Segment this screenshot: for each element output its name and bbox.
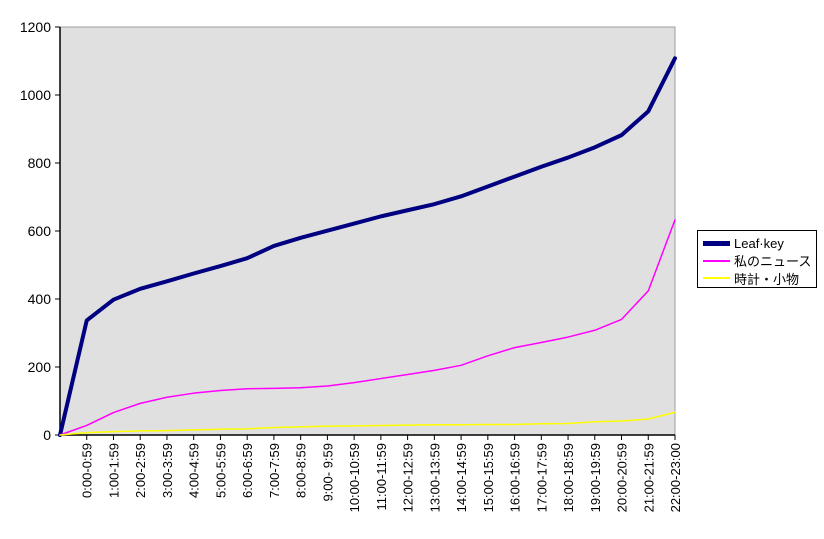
plot-area [59, 26, 676, 436]
legend-label-my-news: 私のニュース [734, 254, 812, 270]
x-axis-tick-label: 2:00-2:59 [133, 443, 148, 498]
x-axis-tick-label: 21:00-21:59 [641, 443, 656, 512]
legend-line-sample-my-news [703, 259, 730, 262]
legend-item-my-news: 私のニュース [703, 252, 814, 269]
y-axis-tick-label: 0 [43, 427, 51, 443]
x-axis-tick-label: 17:00-17:59 [534, 443, 549, 512]
legend-item-leaf-key: Leaf·key [703, 235, 814, 252]
legend-line-sample-watches-goods [703, 277, 730, 280]
x-axis-tick-label: 1:00-1:59 [106, 443, 121, 498]
x-axis-tick-label: 5:00-5:59 [213, 443, 228, 498]
x-axis-tick-label: 20:00-20:59 [615, 443, 630, 512]
x-axis-tick-label: 8:00-8:59 [294, 443, 309, 498]
legend-label-watches-goods: 時計・小物 [734, 271, 800, 287]
y-axis-tick-label: 1000 [20, 87, 51, 103]
legend: Leaf·key 私のニュース 時計・小物 [697, 230, 817, 288]
series-line-1 [59, 219, 676, 436]
series-line-0 [58, 56, 677, 437]
x-axis-tick-label: 10:00-10:59 [347, 443, 362, 512]
x-axis-tick-label: 16:00-16:59 [508, 443, 523, 512]
legend-line-sample-leaf-key [703, 241, 730, 247]
legend-label-leaf-key: Leaf·key [734, 236, 784, 252]
y-axis-tick-label: 400 [28, 291, 52, 307]
x-axis-tick-label: 12:00-12:59 [401, 443, 416, 512]
x-axis-tick-label: 3:00-3:59 [160, 443, 175, 498]
x-axis-tick-label: 11:00-11:59 [374, 443, 389, 510]
y-axis-tick-label: 800 [28, 155, 52, 171]
y-axis-tick-label: 1200 [20, 19, 51, 35]
x-axis-tick-label: 0:00-0:59 [80, 443, 95, 498]
x-axis-tick-label: 19:00-19:59 [588, 443, 603, 512]
legend-item-watches-goods: 時計・小物 [703, 270, 814, 287]
x-axis-tick-label: 13:00-13:59 [427, 443, 442, 512]
y-axis-tick-label: 200 [28, 359, 52, 375]
series-line-2 [59, 411, 676, 436]
x-axis-tick-label: 4:00-4:59 [187, 443, 202, 498]
y-axis-tick-label: 600 [28, 223, 52, 239]
x-axis-tick-label: 18:00-18:59 [561, 443, 576, 512]
x-axis-tick-label: 9:00- 9:59 [320, 443, 335, 502]
x-axis-tick-label: 14:00-14:59 [454, 443, 469, 512]
x-axis-tick-label: 7:00-7:59 [267, 443, 282, 498]
x-axis-tick-label: 15:00-15:59 [481, 443, 496, 512]
x-axis-tick-label: 6:00-6:59 [240, 443, 255, 498]
x-axis-tick-label: 22:00-23:00 [668, 443, 683, 512]
